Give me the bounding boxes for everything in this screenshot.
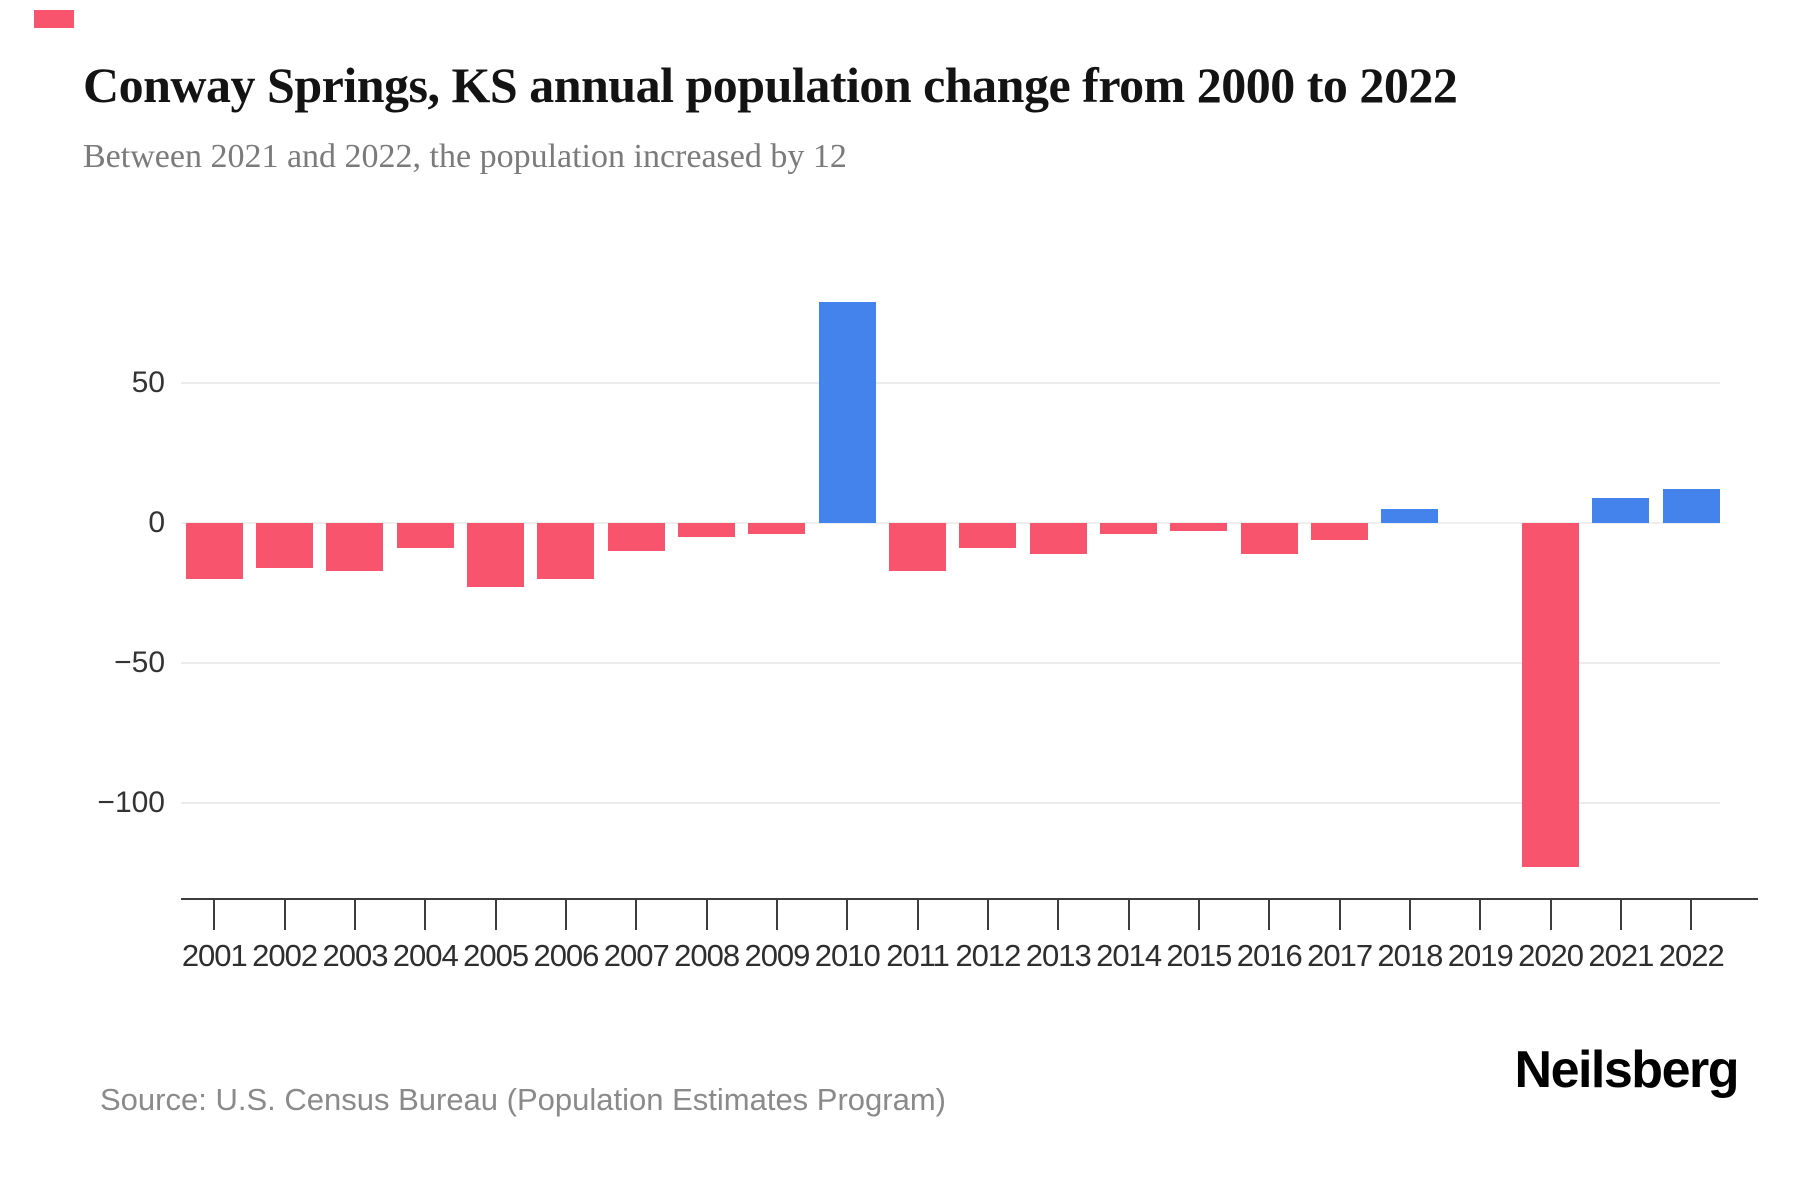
- bar-2021: [1592, 498, 1649, 523]
- bar-2008: [678, 523, 735, 537]
- bar-2012: [959, 523, 1016, 548]
- x-axis-tick: [987, 899, 989, 930]
- x-axis-year-label: 2019: [1447, 938, 1514, 973]
- gridline-y-0: [181, 522, 1720, 524]
- x-axis-tick: [1339, 899, 1341, 930]
- x-axis-tick: [1268, 899, 1270, 930]
- x-axis-year-label: 2021: [1588, 938, 1654, 973]
- x-axis-tick: [1409, 899, 1411, 930]
- x-axis-year-label: 2022: [1658, 938, 1725, 973]
- x-axis-tick: [846, 899, 848, 930]
- x-axis-tick: [1128, 899, 1130, 930]
- bar-2010: [819, 302, 876, 523]
- x-axis-year-label: 2010: [814, 938, 881, 973]
- x-axis-tick: [354, 899, 356, 930]
- x-axis-year-label: 2004: [392, 938, 459, 973]
- y-axis-tick-label: 0: [148, 506, 165, 539]
- x-axis-year-label: 2008: [674, 938, 740, 973]
- bar-2013: [1030, 523, 1087, 554]
- x-axis-tick: [1550, 899, 1552, 930]
- x-axis-tick: [213, 899, 215, 930]
- chart-title: Conway Springs, KS annual population cha…: [83, 57, 1458, 113]
- bar-2001: [186, 523, 243, 579]
- brand-accent-mark: [34, 10, 74, 28]
- x-axis-tick: [1057, 899, 1059, 930]
- x-axis-tick: [495, 899, 497, 930]
- brand-logo: Neilsberg: [1514, 1041, 1740, 1099]
- bar-2004: [397, 523, 454, 548]
- x-axis-tick: [424, 899, 426, 930]
- source-note: Source: U.S. Census Bureau (Population E…: [100, 1082, 946, 1117]
- x-axis-tick: [1198, 899, 1200, 930]
- x-axis-year-label: 2005: [463, 938, 529, 973]
- y-axis-tick-label: −50: [114, 646, 165, 679]
- bar-2002: [256, 523, 313, 568]
- bar-2018: [1381, 509, 1438, 523]
- bar-2009: [748, 523, 805, 534]
- x-axis-tick: [776, 899, 778, 930]
- x-axis-year-label: 2018: [1377, 938, 1443, 973]
- x-axis-tick: [284, 899, 286, 930]
- x-axis-year-label: 2009: [744, 938, 810, 973]
- y-axis-tick-label: −100: [97, 786, 165, 819]
- bar-2011: [889, 523, 946, 571]
- x-axis-year-label: 2017: [1307, 938, 1373, 973]
- x-axis-year-label: 2016: [1236, 938, 1303, 973]
- x-axis-tick: [635, 899, 637, 930]
- bar-2005: [467, 523, 524, 587]
- bar-2014: [1100, 523, 1157, 534]
- x-axis-year-label: 2013: [1025, 938, 1092, 973]
- x-axis-year-label: 2014: [1096, 938, 1162, 973]
- gridline-y--50: [181, 662, 1720, 664]
- x-axis-tick: [565, 899, 567, 930]
- bar-2006: [537, 523, 594, 579]
- x-axis-year-label: 2020: [1518, 938, 1584, 973]
- x-axis-tick: [1690, 899, 1692, 930]
- bar-2020: [1522, 523, 1579, 867]
- chart-subtitle: Between 2021 and 2022, the population in…: [83, 138, 847, 175]
- x-axis-tick: [1620, 899, 1622, 930]
- x-axis-year-label: 2011: [886, 938, 950, 973]
- bar-2003: [326, 523, 383, 571]
- x-axis-year-label: 2015: [1166, 938, 1232, 973]
- x-axis-year-label: 2002: [252, 938, 318, 973]
- x-axis-tick: [1479, 899, 1481, 930]
- gridline-y--100: [181, 802, 1720, 804]
- gridline-y-50: [181, 382, 1720, 384]
- x-axis-year-label: 2001: [181, 938, 248, 973]
- x-axis-year-label: 2006: [533, 938, 599, 973]
- bar-2007: [608, 523, 665, 551]
- x-axis-line: [181, 898, 1758, 900]
- bar-2022: [1663, 489, 1720, 523]
- bar-2017: [1311, 523, 1368, 540]
- bar-2016: [1241, 523, 1298, 554]
- x-axis-tick: [917, 899, 919, 930]
- bar-2015: [1170, 523, 1227, 531]
- x-axis-year-label: 2012: [955, 938, 1021, 973]
- x-axis-tick: [706, 899, 708, 930]
- x-axis-year-label: 2007: [603, 938, 670, 973]
- x-axis-year-label: 2003: [322, 938, 388, 973]
- y-axis-tick-label: 50: [131, 366, 165, 399]
